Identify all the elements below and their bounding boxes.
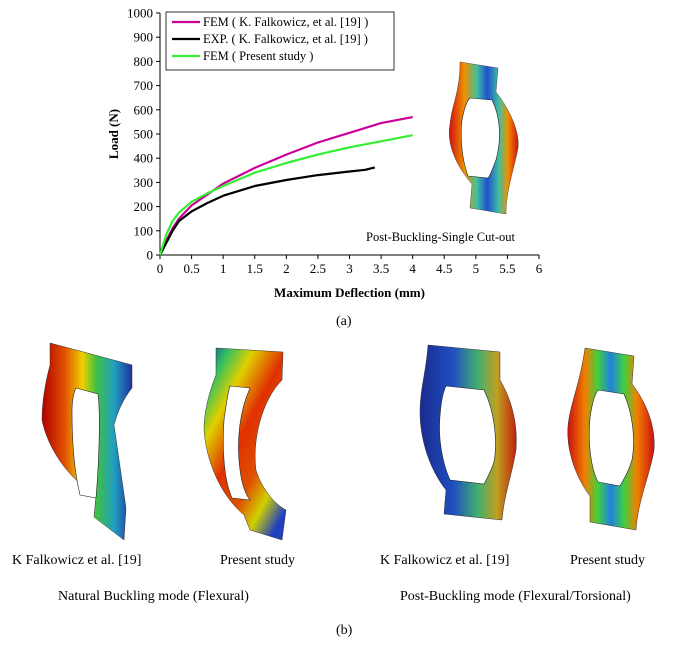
x-tick-label: 2 (283, 261, 290, 276)
x-tick-label: 1 (220, 261, 227, 276)
y-tick-label: 800 (134, 54, 154, 69)
caption-post-buckling: Post-Buckling mode (Flexural/Torsional) (400, 589, 631, 604)
chart-annotation: Post-Buckling-Single Cut-out (366, 230, 515, 244)
legend: FEM ( K. Falkowicz, et al. [19] ) EXP. ( … (165, 11, 395, 71)
x-tick-label: 0 (157, 261, 164, 276)
inset-contour-plate (449, 61, 519, 215)
caption-fig3: K Falkowicz et al. [19] (380, 553, 510, 568)
x-tick-label: 6 (536, 261, 543, 276)
series-layer (158, 116, 413, 256)
present-post-buckling-plate (567, 347, 655, 531)
x-tick-label: 5 (473, 261, 480, 276)
y-tick-label: 600 (134, 102, 154, 117)
x-tick-label: 0.5 (183, 261, 199, 276)
caption-fig1: K Falkowicz et al. [19] (12, 553, 142, 568)
legend-label: EXP. ( K. Falkowicz, et al. [19] ) (203, 32, 368, 46)
x-tick-label: 4 (409, 261, 416, 276)
x-tick-label: 3 (346, 261, 353, 276)
y-tick-label: 0 (147, 248, 154, 263)
y-tick-label: 100 (134, 223, 154, 238)
y-tick-label: 1000 (127, 6, 153, 21)
x-tick-label: 5.5 (499, 261, 515, 276)
x-tick-label: 1.5 (247, 261, 263, 276)
present-natural-buckling-plate (203, 347, 287, 541)
legend-label: FEM ( Present study ) (203, 49, 313, 63)
y-tick-label: 700 (134, 78, 154, 93)
x-ticks: 0 0.5 1 1.5 2 2.5 3 3.5 4 4.5 5 5.5 6 (157, 255, 543, 276)
y-tick-label: 200 (134, 199, 154, 214)
legend-label: FEM ( K. Falkowicz, et al. [19] ) (203, 15, 368, 29)
x-tick-label: 3.5 (373, 261, 389, 276)
caption-part-b: (b) (336, 623, 353, 638)
plot-area: 0 0.5 1 1.5 2 2.5 3 3.5 4 4.5 5 5.5 6 0 100 200 300 400 5… (127, 6, 543, 277)
series-line-2 (159, 166, 376, 256)
y-tick-label: 900 (134, 30, 154, 45)
falkowicz-post-buckling-plate (419, 344, 517, 521)
legend-box (165, 11, 395, 71)
x-axis-title: Maximum Deflection (mm) (274, 285, 425, 300)
x-tick-label: 4.5 (436, 261, 452, 276)
y-tick-label: 300 (134, 175, 154, 190)
y-axis-title: Load (N) (106, 109, 121, 159)
y-ticks: 0 100 200 300 400 500 600 700 800 900 1000 (127, 6, 160, 263)
y-tick-label: 500 (134, 127, 154, 142)
caption-natural-buckling: Natural Buckling mode (Flexural) (58, 589, 249, 604)
caption-part-a: (a) (336, 314, 352, 329)
caption-fig4: Present study (570, 553, 646, 568)
falkowicz-natural-buckling-plate (41, 342, 133, 541)
x-tick-label: 2.5 (310, 261, 326, 276)
caption-fig2: Present study (220, 553, 296, 568)
series-line-3 (158, 134, 413, 256)
series-line-1 (158, 116, 413, 256)
y-tick-label: 400 (134, 151, 154, 166)
